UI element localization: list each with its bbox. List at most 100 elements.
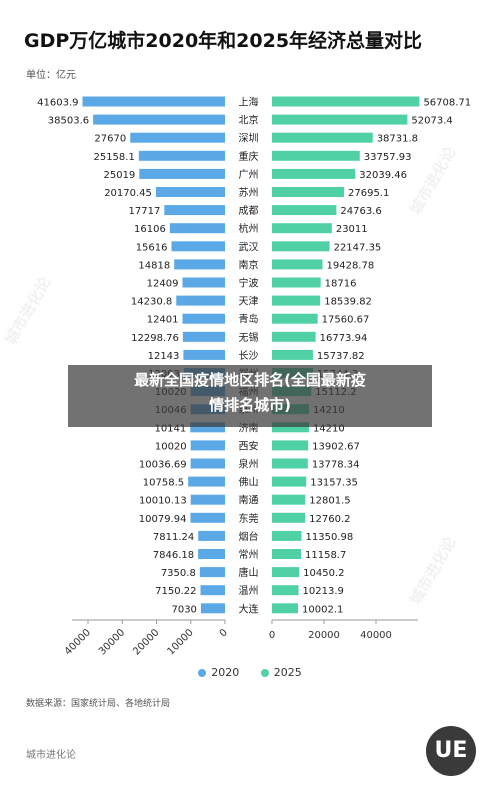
city-label: 长沙 [239, 350, 259, 362]
city-label: 北京 [239, 114, 259, 127]
data-label-2025: 18716 [325, 279, 357, 290]
city-label: 无锡 [239, 331, 259, 344]
bar-2025 [272, 585, 299, 596]
city-label: 佛山 [239, 476, 259, 489]
news-overlay-text[interactable]: 最新全国疫情地区排名(全国最新疫 情排名城市) [68, 368, 432, 418]
city-label: 温州 [239, 585, 259, 597]
right-axis-tick-label: 0 [269, 630, 275, 641]
bar-2025 [272, 313, 318, 324]
data-label-2020: 7030 [171, 604, 196, 615]
data-label-2025: 33757.93 [364, 152, 412, 163]
city-label: 上海 [239, 96, 259, 109]
city-label: 重庆 [239, 150, 259, 163]
right-axis-tick-label: 40000 [360, 630, 392, 641]
data-label-2020: 10010.13 [139, 496, 187, 507]
city-label: 大连 [239, 602, 259, 615]
data-label-2020: 16106 [134, 224, 166, 235]
city-label: 天津 [239, 296, 259, 308]
city-label: 广州 [239, 169, 259, 181]
data-label-2020: 10079.94 [139, 514, 187, 525]
bar-2020 [82, 96, 225, 107]
data-label-2025: 14210 [313, 423, 345, 434]
bar-2025 [272, 494, 306, 505]
bar-2025 [272, 440, 309, 451]
data-label-2025: 38731.8 [377, 134, 418, 145]
city-label: 深圳 [239, 133, 259, 145]
bar-2025 [272, 168, 356, 179]
left-axis-tick-label: 20000 [131, 627, 161, 657]
city-label: 成都 [239, 205, 259, 217]
bar-2020 [139, 168, 225, 179]
data-label-2025: 11158.7 [305, 550, 346, 561]
data-label-2025: 56708.71 [423, 98, 471, 109]
left-axis-tick-label: 10000 [165, 627, 195, 657]
data-label-2020: 25158.1 [93, 152, 134, 163]
unit-label: 单位：亿元 [26, 70, 76, 81]
city-label: 唐山 [239, 566, 259, 579]
data-label-2020: 27670 [94, 134, 126, 145]
city-label: 西安 [239, 439, 259, 452]
bar-2025 [272, 512, 306, 523]
data-source: 数据来源：国家统计局、各地统计局 [26, 699, 171, 709]
bar-2020 [171, 241, 225, 252]
data-label-2025: 12801.5 [309, 496, 350, 507]
bar-2020 [188, 476, 225, 487]
data-label-2025: 23011 [336, 224, 368, 235]
city-label: 武汉 [239, 240, 259, 253]
data-label-2020: 10020 [155, 441, 187, 452]
city-label: 青岛 [239, 313, 259, 326]
data-label-2025: 18539.82 [324, 297, 372, 308]
data-label-2020: 7846.18 [153, 550, 194, 561]
data-label-2025: 11350.98 [306, 532, 354, 543]
bar-2025 [272, 349, 313, 360]
data-label-2025: 24763.6 [340, 206, 381, 217]
city-label: 苏州 [239, 186, 259, 199]
news-overlay-banner[interactable] [68, 365, 432, 427]
data-label-2020: 17717 [129, 206, 161, 217]
bar-2020 [182, 331, 225, 342]
data-label-2025: 12760.2 [309, 514, 350, 525]
legend-item-2025: 2025 [260, 666, 302, 679]
bar-2020 [200, 585, 225, 596]
bar-2020 [190, 458, 225, 469]
bar-2020 [138, 150, 225, 161]
bar-2025 [272, 549, 302, 559]
data-label-2025: 16773.94 [320, 333, 368, 344]
bar-2025 [272, 187, 345, 197]
data-label-2020: 10758.5 [143, 478, 184, 489]
bar-2020 [174, 259, 225, 270]
data-label-2025: 13157.35 [310, 478, 358, 489]
bar-2025 [272, 295, 321, 306]
bar-2025 [272, 114, 408, 125]
city-label: 常州 [239, 548, 259, 561]
legend-label-2025: 2025 [273, 666, 302, 679]
data-label-2025: 15737.82 [317, 351, 365, 362]
bar-2025 [272, 331, 316, 342]
bar-2025 [272, 241, 330, 252]
bar-2020 [190, 512, 225, 523]
bar-2025 [272, 205, 337, 216]
bar-2020 [190, 422, 225, 433]
right-axis-tick-label: 20000 [308, 630, 340, 641]
legend-dot-2020 [198, 669, 207, 677]
bar-2025 [272, 476, 307, 487]
city-label: 烟台 [239, 530, 259, 543]
news-overlay-line-2: 情排名城市) [209, 396, 291, 414]
data-label-2025: 10213.9 [303, 586, 344, 597]
data-label-2020: 12409 [147, 279, 179, 290]
bar-2020 [199, 567, 225, 578]
data-label-2020: 15616 [136, 242, 168, 253]
left-axis-tick-label: 30000 [97, 627, 127, 657]
bar-2025 [272, 223, 332, 234]
left-axis-tick-label: 0 [218, 627, 230, 639]
data-label-2020: 12298.76 [131, 333, 179, 344]
data-label-2020: 10141 [154, 423, 186, 434]
news-overlay-line-1: 最新全国疫情地区排名(全国最新疫 [134, 371, 366, 389]
bar-2020 [198, 530, 225, 541]
bar-2020 [183, 349, 225, 360]
chart-title: GDP万亿城市2020年和2025年经济总量对比 [24, 30, 423, 52]
data-label-2020: 7811.24 [153, 532, 194, 543]
bar-2025 [272, 132, 373, 143]
data-label-2020: 10036.69 [139, 460, 187, 471]
